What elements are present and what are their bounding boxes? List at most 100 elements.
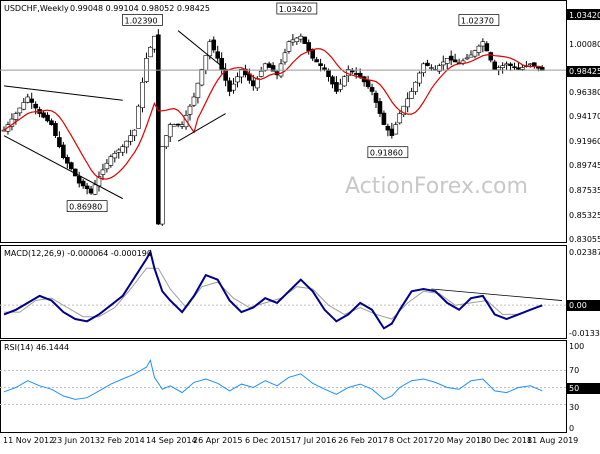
candle	[84, 183, 90, 195]
time-tick: 2 Feb 2014	[100, 436, 145, 445]
price-label: 1.02390	[122, 14, 163, 26]
price-label-text: 0.91860	[370, 149, 403, 158]
rsi-axis-last-tag	[567, 383, 600, 394]
time-tick: 26 Feb 2017	[338, 436, 388, 445]
candle	[171, 123, 177, 127]
price-tick-1-00080: 1.00080	[569, 40, 600, 49]
macd-tick-high: 0.023873	[569, 248, 600, 257]
candle	[393, 121, 399, 135]
price-label-text: 1.02390	[125, 16, 158, 25]
macd-panel-frame	[0, 245, 567, 339]
candle	[167, 122, 173, 143]
candle	[148, 46, 153, 58]
trendline	[177, 30, 226, 70]
macd-main	[3, 249, 543, 330]
time-tick: 6 Dec 2015	[245, 436, 291, 445]
candle	[100, 163, 106, 181]
moving-average-line	[3, 48, 543, 180]
candle	[163, 135, 169, 150]
candle	[397, 111, 403, 125]
candle	[476, 44, 482, 56]
rsi-line	[3, 358, 543, 400]
candle	[120, 144, 126, 157]
rsi-tick-70: 70	[569, 366, 579, 375]
price-label: 0.86980	[66, 200, 108, 212]
candle	[156, 29, 161, 226]
candle	[128, 129, 133, 146]
rsi-tick-0: 0	[569, 424, 574, 433]
macd-main-line	[3, 249, 543, 330]
price-tick-0-96380: 0.96380	[569, 88, 600, 97]
time-tick: 23 Jun 2013	[52, 436, 100, 445]
candle	[417, 71, 422, 87]
candle	[136, 104, 141, 129]
candle	[500, 62, 505, 74]
price-panel-frame	[0, 0, 567, 243]
candle	[61, 141, 66, 160]
price-label: 0.91860	[367, 146, 409, 159]
time-axis: 11 Nov 2012 23 Jun 2013 2 Feb 2014 14 Se…	[3, 436, 578, 445]
candle	[112, 150, 118, 163]
candle	[318, 58, 323, 72]
candle	[215, 45, 221, 63]
rsi-title: RSI(14) 46.1444	[4, 343, 69, 352]
candle	[49, 118, 54, 126]
macd-tick-low: -0.013346	[569, 329, 600, 338]
time-tick: 11 Aug 2019	[527, 436, 578, 445]
price-label: 1.03420	[276, 2, 318, 15]
price-axis-high-tag	[567, 9, 600, 20]
candle	[159, 146, 165, 226]
candle	[211, 36, 217, 53]
candle	[405, 92, 410, 113]
candle	[286, 40, 292, 54]
candle	[472, 49, 478, 59]
candle	[484, 41, 490, 52]
candle	[191, 92, 197, 108]
price-label-text: 1.02370	[461, 17, 494, 26]
candle	[302, 36, 308, 44]
time-tick: 14 Sep 2014	[146, 436, 197, 445]
macd-trendline	[431, 288, 563, 301]
candle	[76, 171, 82, 188]
candle	[488, 51, 494, 63]
candle	[17, 107, 23, 117]
price-tick-0-87535: 0.87535	[569, 186, 600, 195]
macd-trend	[431, 288, 563, 301]
candle	[448, 50, 454, 66]
candle	[413, 81, 418, 95]
candle	[29, 92, 35, 109]
candle	[53, 121, 58, 138]
price-axis-last-tag	[567, 66, 600, 77]
moving-average	[3, 48, 543, 180]
candle	[342, 75, 347, 87]
candle	[294, 36, 300, 45]
candle	[373, 90, 379, 108]
rsi	[3, 358, 543, 400]
candle	[338, 78, 343, 93]
rsi-tick-30: 30	[569, 403, 579, 412]
candle	[437, 63, 442, 75]
candle	[80, 178, 86, 189]
candle	[385, 123, 391, 137]
macd-title: MACD(12,26,9) -0.000064 -0.000190	[4, 249, 152, 258]
candle	[282, 48, 288, 65]
price-axis: 1.03420 1.00080 0.98425 0.96380 0.94170 …	[567, 9, 600, 244]
time-tick: 11 Nov 2012	[3, 436, 54, 445]
time-tick: 20 May 2018	[434, 436, 486, 445]
candle	[492, 59, 498, 71]
price-label-text: 1.03420	[279, 5, 312, 14]
rsi-panel-frame	[0, 340, 567, 433]
candle	[45, 112, 50, 123]
price-tick-last: 0.98425	[569, 67, 600, 76]
trendline	[177, 113, 226, 142]
price-tick-0-94170: 0.94170	[569, 112, 600, 121]
candle	[452, 53, 458, 63]
candle	[314, 56, 319, 63]
candle	[140, 77, 145, 113]
ohlc-header: 0.99048 0.99104 0.98052 0.98425	[70, 4, 210, 13]
price-labels: 1.02390 1.03420 1.02370 0.86980 0.91860	[66, 2, 500, 212]
price-label-text: 0.86980	[69, 203, 102, 212]
price-tick-0-85325: 0.85325	[569, 211, 600, 220]
